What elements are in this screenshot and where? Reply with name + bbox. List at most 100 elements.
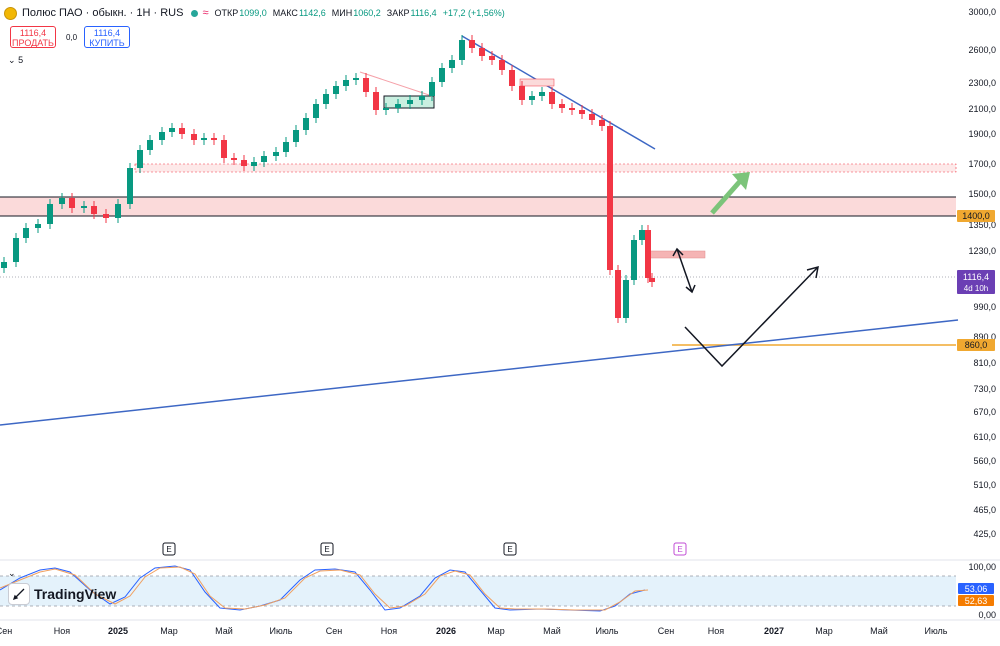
candle — [449, 55, 455, 73]
time-axis[interactable]: Сен Ноя 2025 Мар Май Июль Сен Ноя 2026 Мар Май Июль… — [0, 626, 948, 636]
price-tick-label: 2600,0 — [968, 45, 996, 55]
oscillator-band — [0, 576, 956, 606]
drawing-red-zone-upper[interactable] — [519, 78, 555, 87]
price-axis[interactable]: 3000,0 2600,0 2300,0 2100,0 1900,0 1700,0 1500… — [968, 7, 996, 539]
price-tick-label: 560,0 — [973, 456, 996, 466]
time-tick-label: 2026 — [436, 626, 456, 636]
candle — [231, 153, 237, 165]
time-tick-label: Мар — [815, 626, 833, 636]
tradingview-logo[interactable]: TradingView — [8, 583, 116, 605]
time-tick-label: Май — [543, 626, 561, 636]
candle — [159, 127, 165, 145]
open-label: ОТКР — [214, 8, 239, 18]
candle — [127, 163, 133, 209]
candle — [59, 193, 65, 209]
candle — [489, 51, 495, 65]
resistance-zone — [0, 197, 956, 216]
candle — [395, 99, 401, 113]
candle — [13, 233, 19, 267]
price-tick-label: 465,0 — [973, 505, 996, 515]
candle — [201, 133, 207, 145]
candle — [115, 199, 121, 223]
buy-button[interactable]: 1116,4 КУПИТЬ — [84, 26, 130, 48]
drawing-black-double-arrow[interactable] — [672, 247, 696, 294]
oscillator-d-value: 52,63 — [965, 596, 988, 606]
candle — [251, 157, 257, 171]
time-tick-label: Мар — [160, 626, 178, 636]
drawing-v-path[interactable] — [684, 265, 819, 368]
candle — [313, 99, 319, 123]
candle — [363, 73, 369, 97]
time-tick-label: Сен — [326, 626, 343, 636]
candle — [81, 201, 87, 213]
candle — [353, 73, 359, 85]
tradingview-logo-text: TradingView — [34, 586, 117, 602]
down-trendline[interactable] — [461, 35, 656, 150]
oscillator-tick-label: 100,00 — [968, 562, 996, 572]
oscillator-k-value: 53,06 — [965, 584, 988, 594]
drawing-green-arrow[interactable] — [710, 172, 750, 215]
candle — [469, 35, 475, 53]
candle — [179, 123, 185, 139]
time-tick-label: Июль — [270, 626, 293, 636]
sell-button[interactable]: 1116,4 ПРОДАТЬ — [10, 26, 56, 48]
earnings-event-icon[interactable]: E — [162, 542, 176, 556]
price-tick-label: 1350,0 — [968, 220, 996, 230]
candle — [293, 125, 299, 147]
candle — [579, 105, 585, 119]
price-tick-label: 2100,0 — [968, 104, 996, 114]
high-value: 1142,6 — [298, 8, 326, 18]
earnings-event-icon[interactable]: E — [503, 542, 517, 556]
price-tick-label: 670,0 — [973, 407, 996, 417]
long-term-trendline[interactable] — [0, 319, 959, 426]
close-label: ЗАКР — [386, 8, 410, 18]
time-tick-label: 2027 — [764, 626, 784, 636]
time-tick-label: Май — [215, 626, 233, 636]
indicators-toggle[interactable]: ⌄ 5 — [8, 55, 23, 66]
candle — [559, 99, 565, 113]
price-tick-label: 1700,0 — [968, 159, 996, 169]
drawing-red-zone-lower[interactable] — [648, 250, 706, 259]
candle — [283, 137, 289, 157]
candle — [303, 113, 309, 135]
candle — [23, 223, 29, 243]
price-label-1400: 1400,0 — [957, 210, 995, 222]
candle — [169, 123, 175, 137]
earnings-event-icon[interactable]: E — [673, 542, 687, 556]
candle — [519, 81, 525, 105]
time-tick-label: 2025 — [108, 626, 128, 636]
price-tick-label: 2300,0 — [968, 78, 996, 88]
buy-label: КУПИТЬ — [89, 38, 125, 48]
low-value: 1060,2 — [353, 8, 381, 18]
candle — [529, 91, 535, 105]
time-tick-label: Ноя — [381, 626, 398, 636]
candle — [407, 95, 413, 109]
target-zone — [134, 163, 957, 173]
oscillator-axis[interactable]: 100,00 0,00 — [968, 562, 996, 620]
current-price-text: 1116,4 — [963, 272, 989, 282]
drawing-tool-icon[interactable] — [8, 583, 30, 605]
candle — [191, 129, 197, 145]
candle — [1, 257, 7, 273]
candle — [607, 121, 613, 275]
oscillator-collapse-icon[interactable]: ⌄ — [8, 568, 16, 578]
indicator-wave-icon[interactable]: ≈ — [202, 7, 209, 19]
symbol-logo-icon — [4, 6, 17, 20]
price-label-860: 860,0 — [957, 339, 995, 351]
price-tick-label: 1900,0 — [968, 129, 996, 139]
candle — [35, 219, 41, 233]
drawing-pink-line — [359, 71, 433, 97]
sell-price: 1116,4 — [19, 28, 47, 38]
oscillator-k-label — [958, 583, 994, 594]
symbol-title[interactable]: Полюс ПАО · обыкн. · 1H · RUS — [22, 7, 184, 19]
market-status-icon[interactable] — [191, 9, 199, 17]
candle — [211, 133, 217, 145]
candle — [69, 193, 75, 213]
candle — [623, 275, 629, 323]
earnings-event-icon[interactable]: E — [320, 542, 334, 556]
price-change: +17,2 (+1,56%) — [442, 8, 505, 18]
spread-value: 0,0 — [66, 33, 78, 42]
time-tick-label: Май — [870, 626, 888, 636]
